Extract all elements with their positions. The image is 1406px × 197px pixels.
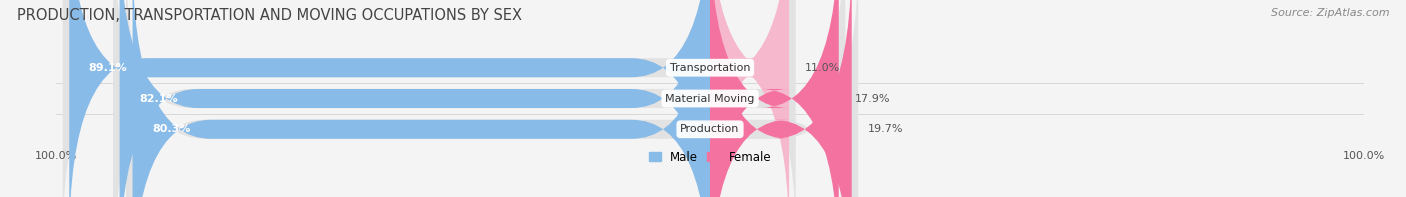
- Legend: Male, Female: Male, Female: [648, 151, 772, 164]
- Text: Production: Production: [681, 124, 740, 134]
- FancyBboxPatch shape: [710, 0, 839, 197]
- Text: 11.0%: 11.0%: [804, 63, 839, 73]
- Text: 82.1%: 82.1%: [139, 94, 177, 103]
- FancyBboxPatch shape: [132, 0, 710, 197]
- Text: 80.3%: 80.3%: [152, 124, 191, 134]
- FancyBboxPatch shape: [112, 0, 845, 197]
- FancyBboxPatch shape: [63, 0, 796, 197]
- FancyBboxPatch shape: [120, 0, 710, 197]
- Text: Transportation: Transportation: [669, 63, 751, 73]
- FancyBboxPatch shape: [710, 0, 852, 197]
- Text: 19.7%: 19.7%: [868, 124, 903, 134]
- FancyBboxPatch shape: [127, 0, 858, 197]
- Text: Material Moving: Material Moving: [665, 94, 755, 103]
- Text: 17.9%: 17.9%: [855, 94, 890, 103]
- FancyBboxPatch shape: [710, 0, 789, 197]
- Text: PRODUCTION, TRANSPORTATION AND MOVING OCCUPATIONS BY SEX: PRODUCTION, TRANSPORTATION AND MOVING OC…: [17, 8, 522, 23]
- FancyBboxPatch shape: [69, 0, 710, 197]
- Text: Source: ZipAtlas.com: Source: ZipAtlas.com: [1271, 8, 1389, 18]
- Text: 89.1%: 89.1%: [89, 63, 128, 73]
